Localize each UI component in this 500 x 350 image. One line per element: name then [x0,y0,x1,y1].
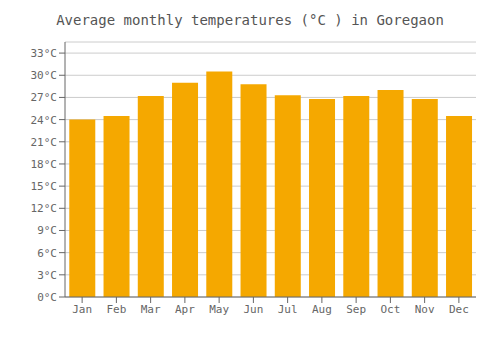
svg-text:Jan: Jan [72,303,92,316]
html-text:Average monthly temperatures (: Average monthly temperatures (°C ) in Go… [56,12,444,28]
svg-text:33°C: 33°C [31,47,58,60]
svg-text:Mar: Mar [141,303,161,316]
svg-text:Sep: Sep [346,303,366,316]
svg-text:Oct: Oct [380,303,400,316]
svg-text:30°C: 30°C [31,69,58,82]
svg-text:27°C: 27°C [31,91,58,104]
svg-text:Apr: Apr [175,303,195,316]
svg-text:24°C: 24°C [31,114,58,127]
svg-text:0°C: 0°C [37,291,57,304]
svg-text:Dec: Dec [449,303,469,316]
svg-text:18°C: 18°C [31,158,58,171]
svg-text:Nov: Nov [415,303,435,316]
svg-text:Aug: Aug [312,303,332,316]
svg-text:6°C: 6°C [37,247,57,260]
svg-text:May: May [209,303,229,316]
svg-text:15°C: 15°C [31,180,58,193]
svg-text:Jun: Jun [243,303,263,316]
svg-text:12°C: 12°C [31,202,58,215]
svg-text:9°C: 9°C [37,224,57,237]
svg-text:Feb: Feb [106,303,126,316]
svg-text:3°C: 3°C [37,269,57,282]
svg-text:21°C: 21°C [31,136,58,149]
svg-text:Jul: Jul [278,303,298,316]
